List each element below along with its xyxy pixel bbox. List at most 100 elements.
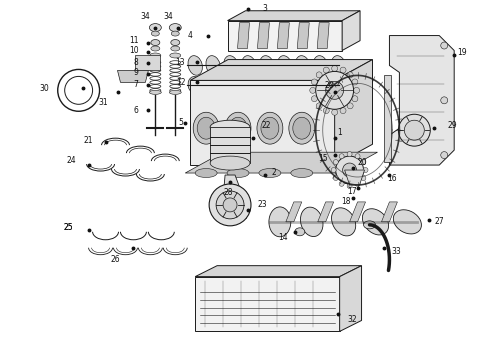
Ellipse shape — [336, 156, 364, 184]
Text: 29: 29 — [447, 121, 457, 130]
Ellipse shape — [393, 210, 421, 234]
Ellipse shape — [332, 109, 338, 115]
Ellipse shape — [242, 77, 256, 94]
Ellipse shape — [363, 209, 389, 235]
Ellipse shape — [332, 66, 338, 71]
Ellipse shape — [347, 184, 352, 189]
Ellipse shape — [355, 181, 360, 186]
Text: 1: 1 — [338, 128, 343, 137]
Text: 25: 25 — [63, 223, 73, 232]
Ellipse shape — [340, 67, 346, 73]
Polygon shape — [222, 175, 248, 210]
Ellipse shape — [151, 46, 160, 51]
Polygon shape — [317, 23, 329, 49]
Text: 16: 16 — [388, 174, 397, 183]
Ellipse shape — [171, 46, 180, 51]
Polygon shape — [227, 11, 360, 21]
Polygon shape — [195, 276, 340, 332]
Ellipse shape — [195, 168, 217, 177]
Polygon shape — [335, 59, 372, 165]
Ellipse shape — [354, 87, 360, 93]
Ellipse shape — [224, 203, 246, 221]
Ellipse shape — [197, 117, 215, 139]
Polygon shape — [257, 23, 270, 49]
Ellipse shape — [300, 207, 323, 237]
Polygon shape — [238, 23, 249, 49]
Ellipse shape — [206, 77, 220, 94]
Text: 27: 27 — [434, 217, 444, 226]
Ellipse shape — [169, 24, 181, 32]
Polygon shape — [118, 71, 148, 82]
Ellipse shape — [339, 154, 344, 159]
Text: 22: 22 — [262, 121, 271, 130]
Text: 3: 3 — [262, 4, 267, 13]
Ellipse shape — [188, 56, 202, 75]
Ellipse shape — [295, 56, 310, 75]
Ellipse shape — [295, 228, 305, 236]
Text: 28: 28 — [223, 188, 233, 197]
Ellipse shape — [224, 56, 238, 75]
Ellipse shape — [216, 191, 244, 219]
Text: 12: 12 — [176, 78, 185, 87]
Text: 26: 26 — [111, 255, 121, 264]
Ellipse shape — [333, 159, 338, 165]
Ellipse shape — [404, 120, 424, 140]
Ellipse shape — [316, 103, 322, 109]
Ellipse shape — [316, 72, 322, 78]
Polygon shape — [195, 266, 362, 276]
Ellipse shape — [352, 96, 358, 102]
Text: 14: 14 — [278, 233, 288, 242]
Text: 24: 24 — [66, 156, 75, 165]
Ellipse shape — [172, 31, 179, 36]
Ellipse shape — [364, 221, 375, 229]
Ellipse shape — [260, 77, 274, 94]
Ellipse shape — [332, 77, 346, 94]
Text: 5: 5 — [178, 118, 183, 127]
Ellipse shape — [343, 163, 357, 177]
Text: 34: 34 — [164, 12, 173, 21]
Text: 30: 30 — [39, 84, 49, 93]
Ellipse shape — [225, 112, 251, 144]
Ellipse shape — [333, 176, 338, 180]
Polygon shape — [190, 59, 372, 80]
Ellipse shape — [260, 56, 274, 75]
Ellipse shape — [151, 31, 159, 36]
Text: 13: 13 — [175, 58, 185, 67]
Ellipse shape — [312, 96, 318, 102]
Ellipse shape — [169, 90, 181, 94]
Ellipse shape — [209, 184, 251, 226]
Polygon shape — [318, 202, 334, 222]
Polygon shape — [382, 202, 397, 222]
Ellipse shape — [259, 168, 281, 177]
Text: 20: 20 — [325, 81, 334, 90]
Ellipse shape — [314, 77, 328, 94]
Ellipse shape — [210, 156, 250, 170]
Ellipse shape — [310, 87, 316, 93]
Ellipse shape — [149, 24, 161, 32]
Ellipse shape — [331, 167, 336, 172]
Polygon shape — [135, 55, 160, 71]
Text: 17: 17 — [347, 188, 357, 197]
Ellipse shape — [340, 108, 346, 114]
Text: 8: 8 — [134, 58, 138, 67]
Ellipse shape — [149, 90, 161, 94]
Ellipse shape — [332, 208, 356, 236]
Ellipse shape — [224, 77, 238, 94]
Ellipse shape — [151, 40, 160, 45]
Ellipse shape — [293, 117, 311, 139]
Text: 21: 21 — [83, 136, 93, 145]
Text: 18: 18 — [342, 197, 351, 206]
Ellipse shape — [171, 40, 180, 45]
Text: 11: 11 — [129, 36, 138, 45]
Polygon shape — [286, 202, 302, 222]
Ellipse shape — [269, 207, 291, 237]
Ellipse shape — [188, 77, 202, 94]
Polygon shape — [342, 11, 360, 50]
Ellipse shape — [347, 152, 352, 157]
Ellipse shape — [347, 103, 353, 109]
Ellipse shape — [316, 71, 354, 109]
Ellipse shape — [291, 168, 313, 177]
Ellipse shape — [150, 53, 161, 58]
Ellipse shape — [361, 176, 366, 180]
Ellipse shape — [295, 77, 310, 94]
